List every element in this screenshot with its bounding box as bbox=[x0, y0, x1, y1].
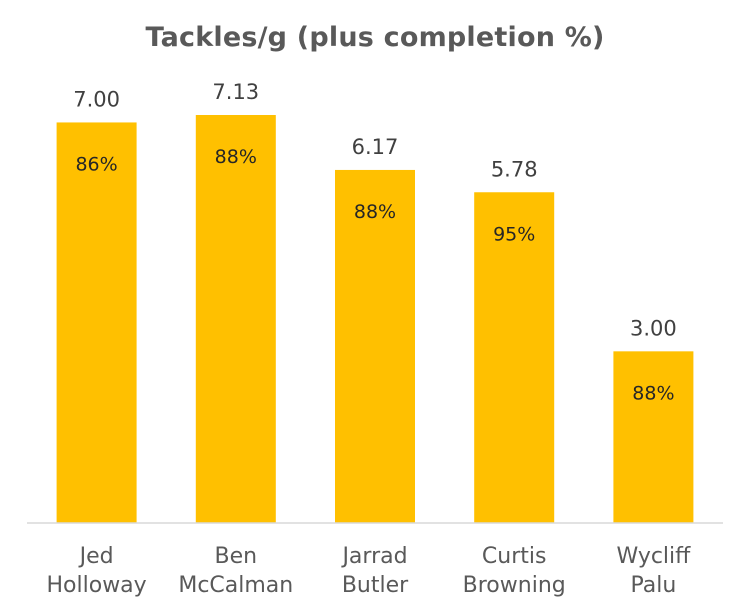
x-tick-label-4-0: Wycliff bbox=[616, 544, 691, 569]
value-label-4: 3.00 bbox=[630, 316, 677, 340]
bar-2 bbox=[335, 169, 415, 523]
bar-0 bbox=[56, 122, 137, 523]
x-tick-label-3-1: Browning bbox=[463, 573, 566, 598]
x-tick-label-3-0: Curtis bbox=[482, 544, 547, 569]
x-tick-label-2-0: Jarrad bbox=[340, 544, 407, 569]
bar-3 bbox=[474, 192, 555, 523]
x-tick-label-2-1: Butler bbox=[342, 573, 409, 598]
labels-layer: 7.00 86% Jed Holloway 7.13 88% Ben McCalman 6.17… bbox=[47, 80, 692, 598]
chart-title: Tackles/g (plus completion %) bbox=[145, 22, 605, 53]
x-tick-label-1-0: Ben bbox=[215, 544, 258, 569]
completion-label-2: 88% bbox=[354, 201, 396, 223]
x-tick-label-0-1: Holloway bbox=[47, 573, 147, 598]
value-label-3: 5.78 bbox=[491, 157, 538, 181]
x-tick-label-4-1: Palu bbox=[630, 573, 676, 598]
bar-4 bbox=[613, 351, 694, 523]
completion-label-0: 86% bbox=[75, 153, 117, 175]
value-label-2: 6.17 bbox=[352, 135, 399, 159]
bar-1 bbox=[195, 115, 276, 523]
completion-label-4: 88% bbox=[632, 382, 674, 404]
completion-label-3: 95% bbox=[493, 223, 535, 245]
x-tick-label-0-0: Jed bbox=[78, 544, 114, 569]
bars-layer bbox=[56, 115, 694, 523]
completion-label-1: 88% bbox=[215, 146, 257, 168]
x-tick-label-1-1: McCalman bbox=[178, 573, 293, 598]
value-label-1: 7.13 bbox=[212, 80, 259, 104]
value-label-0: 7.00 bbox=[73, 87, 120, 111]
